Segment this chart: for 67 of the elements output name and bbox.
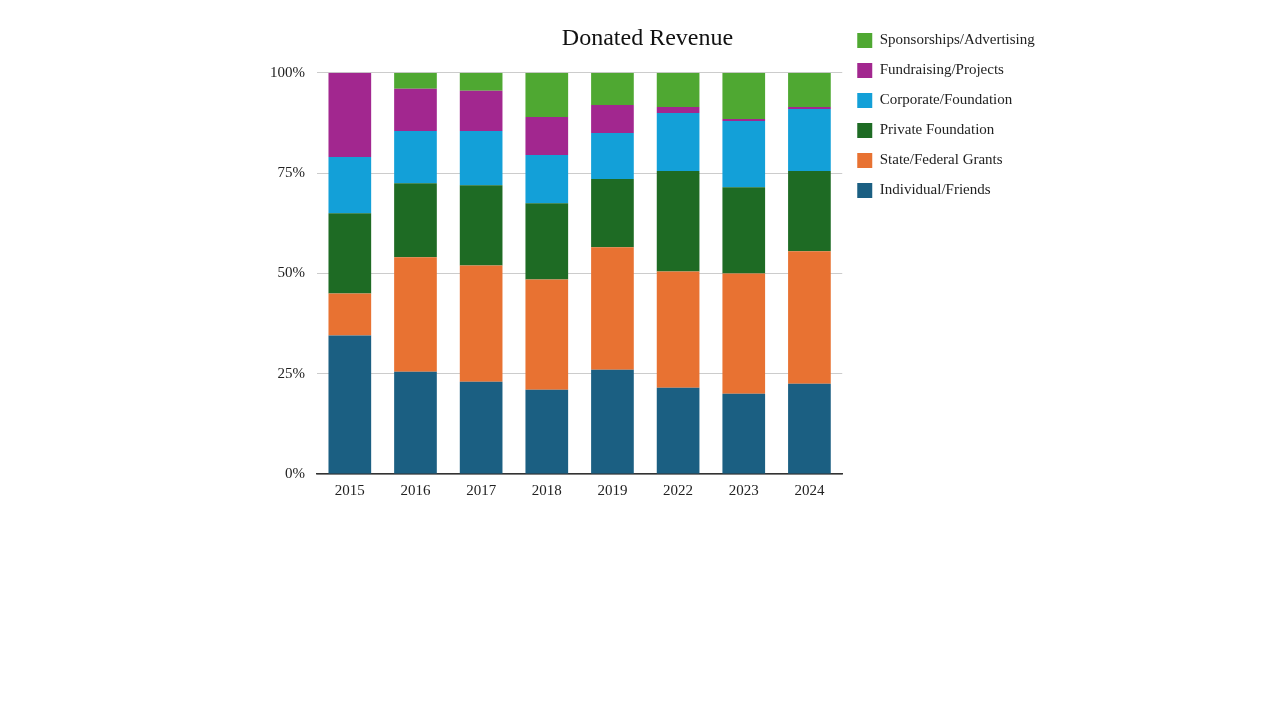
chart-title: Donated Revenue (561, 23, 734, 50)
bar (722, 120, 766, 188)
y-tick-label: 75% (277, 164, 305, 181)
x-tick-label: 2018 (531, 481, 562, 498)
bar (656, 112, 700, 172)
bar (722, 273, 766, 394)
bar (394, 72, 437, 89)
bar (525, 279, 569, 390)
bar (656, 271, 700, 388)
bar (591, 369, 634, 474)
legend-label: Corporate/Foundation (879, 91, 1013, 108)
bar (788, 383, 831, 474)
legend-label: Sponsorships/Advertising (879, 31, 1036, 48)
legend-label: Fundraising/Projects (879, 61, 1005, 78)
x-tick-label: 2022 (663, 481, 694, 498)
bar (591, 104, 634, 133)
bar (722, 393, 766, 474)
legend-label: Individual/Friends (879, 181, 991, 198)
bar (525, 72, 569, 117)
bar (591, 179, 634, 248)
bar (394, 130, 437, 184)
bar (328, 213, 372, 294)
x-tick-label: 2024 (794, 481, 825, 498)
bar (525, 389, 569, 474)
y-tick-label: 100% (270, 63, 305, 80)
bar (525, 203, 569, 280)
bar (788, 72, 831, 107)
bar (459, 381, 503, 474)
x-tick-label: 2015 (334, 481, 365, 498)
bar (591, 72, 634, 105)
bar (656, 106, 700, 113)
bar (328, 157, 372, 214)
x-tick-label: 2016 (400, 481, 431, 498)
bar (525, 155, 569, 204)
bar (459, 72, 503, 91)
bar (394, 371, 437, 474)
x-tick-label: 2023 (728, 481, 759, 498)
legend-label: Private Foundation (879, 121, 995, 138)
bar (788, 106, 831, 109)
bar (722, 118, 766, 121)
bar (459, 90, 503, 131)
bar (328, 293, 372, 336)
bar (591, 132, 634, 180)
bar (788, 171, 831, 252)
bar (328, 72, 372, 158)
x-tick-label: 2017 (466, 481, 497, 498)
bar (788, 108, 831, 172)
bar (656, 171, 700, 272)
bar (525, 116, 569, 156)
bar (394, 88, 437, 131)
bar (656, 72, 700, 107)
bar (459, 185, 503, 266)
bar (459, 130, 503, 186)
bar (394, 183, 437, 258)
legend-label: State/Federal Grants (879, 151, 1003, 168)
bar (722, 72, 766, 119)
bar (328, 335, 372, 474)
bar (459, 265, 503, 382)
bar (656, 387, 700, 474)
y-tick-label: 25% (277, 364, 305, 381)
y-tick-label: 50% (277, 264, 305, 281)
bar (722, 187, 766, 274)
x-tick-label: 2019 (597, 481, 628, 498)
bar (394, 257, 437, 372)
bar (591, 247, 634, 370)
bar (788, 251, 831, 384)
y-tick-label: 0% (285, 464, 305, 481)
